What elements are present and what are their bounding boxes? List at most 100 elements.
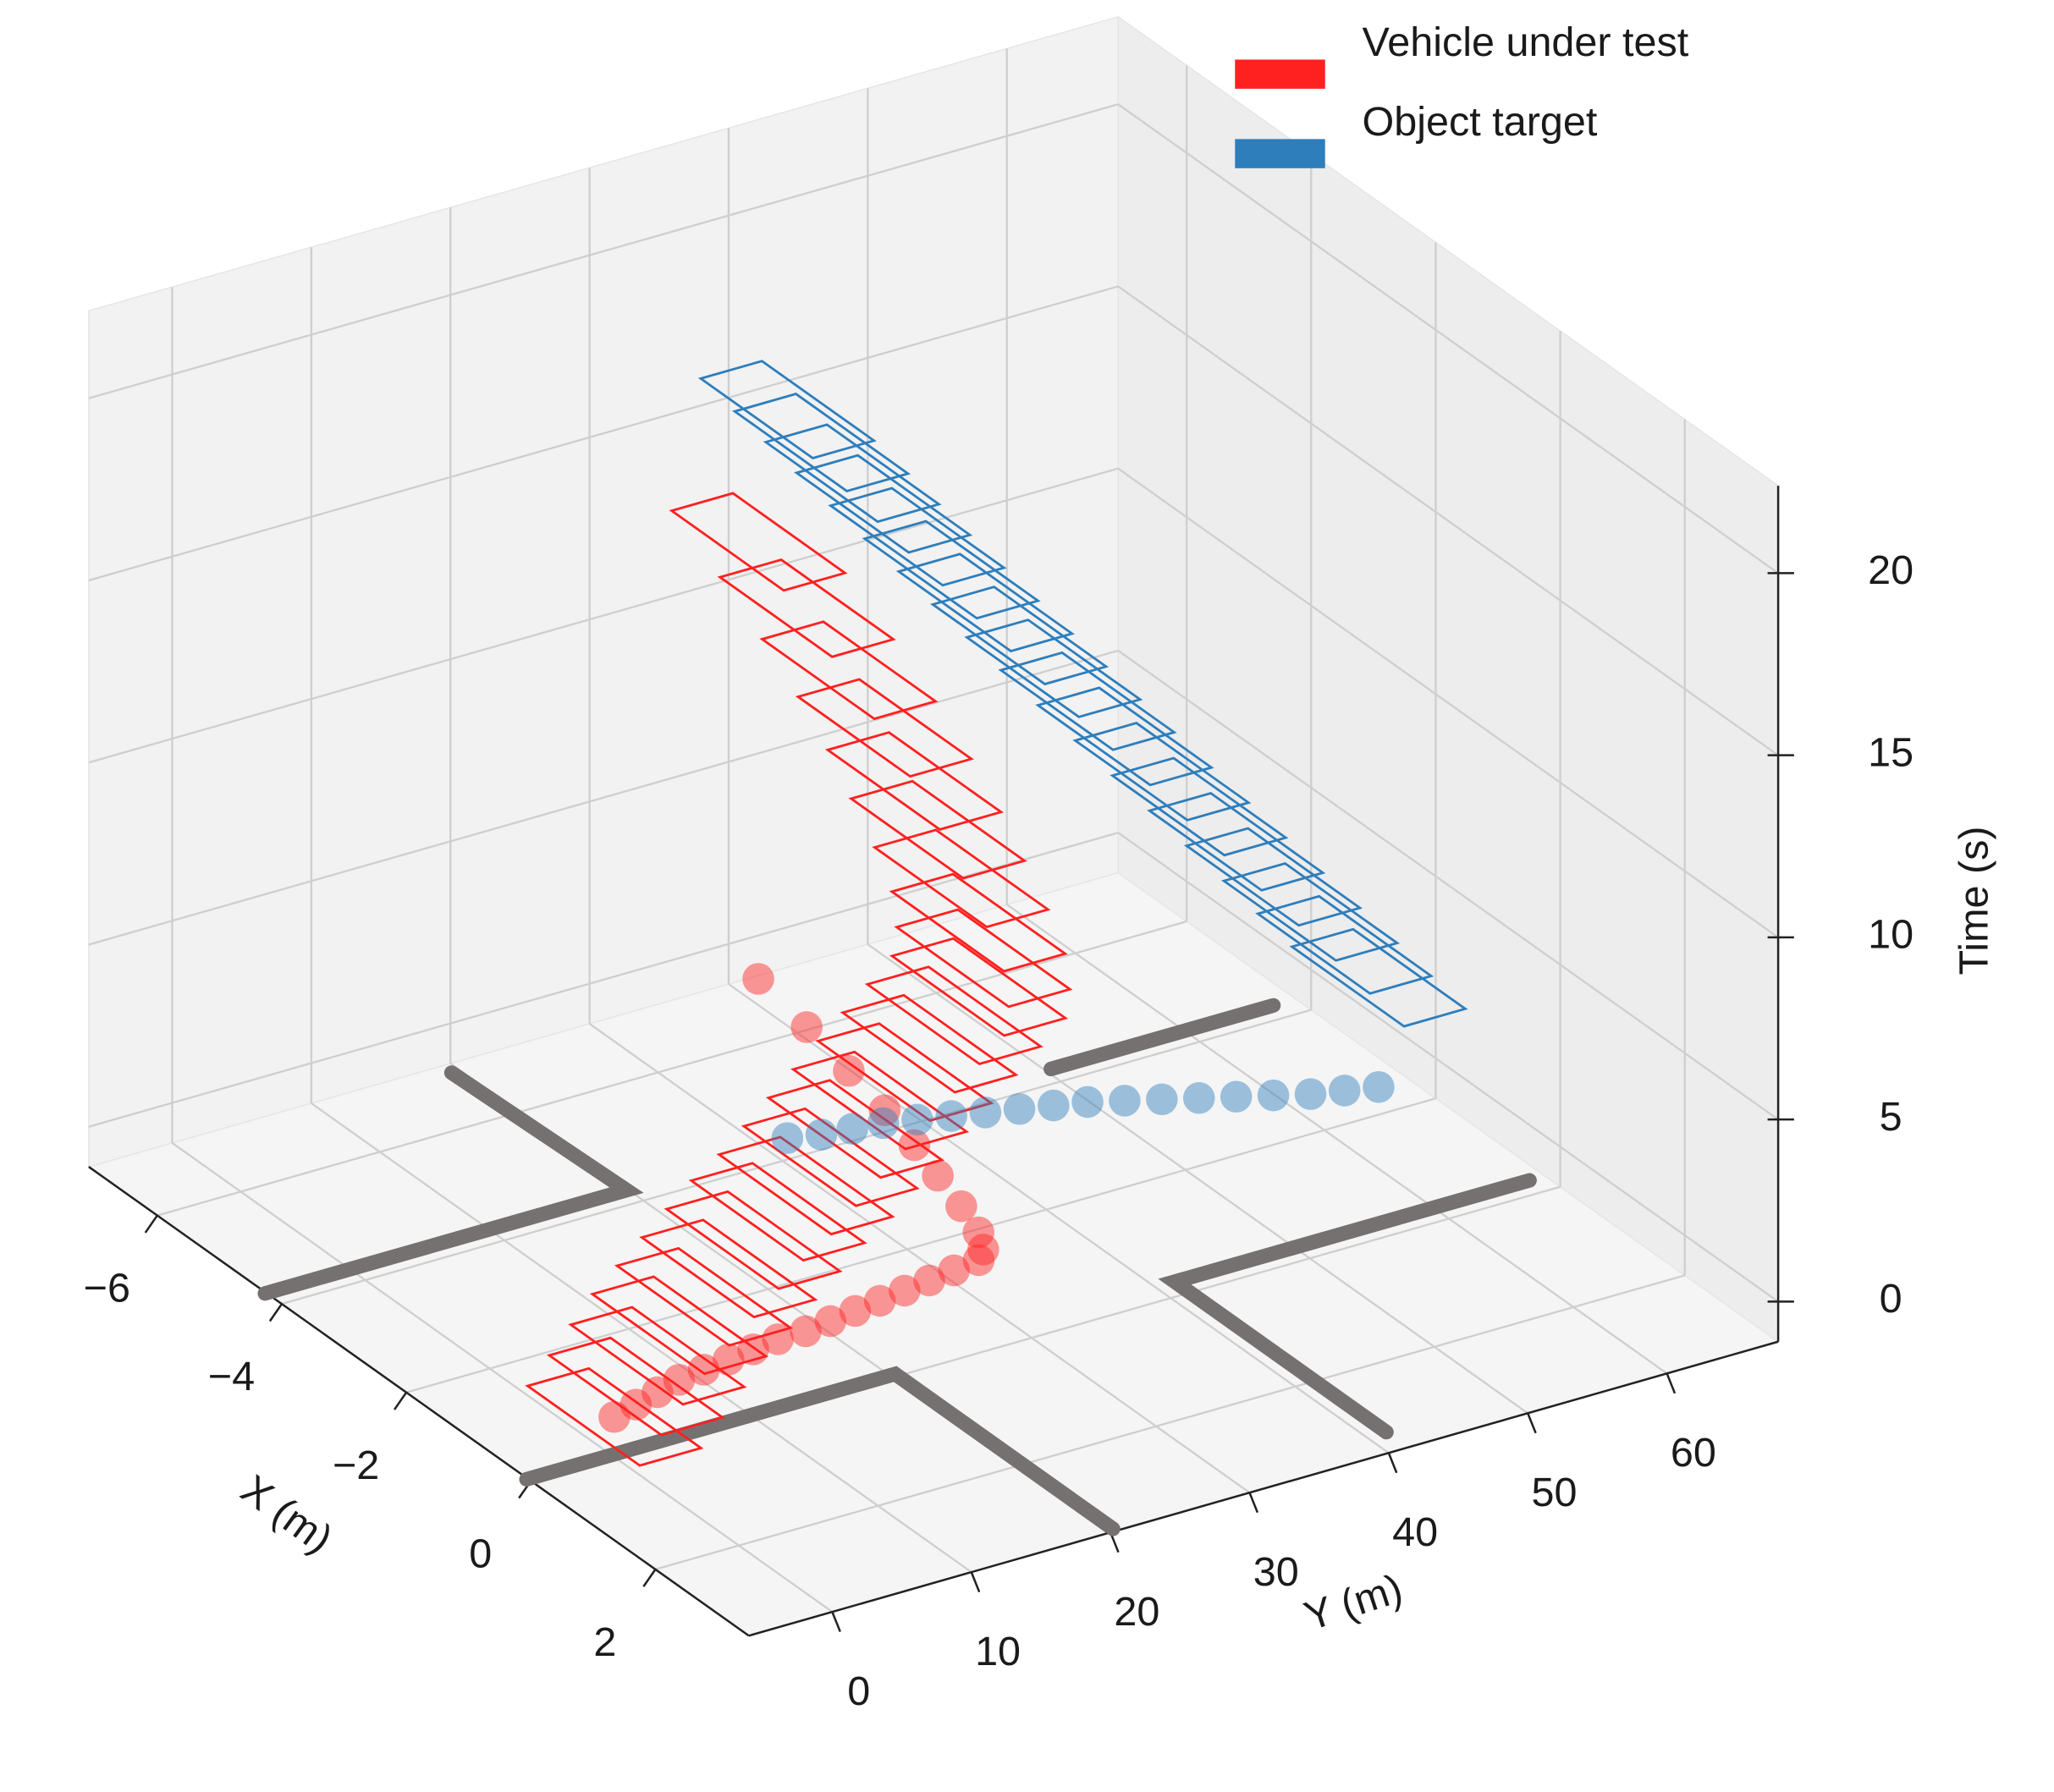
vehicle-box: [759, 620, 939, 721]
vehicle-box: [894, 908, 1073, 1009]
ground-point: [762, 1323, 794, 1355]
grid-line: [728, 983, 1390, 1454]
legend-label: Object target: [1363, 99, 1598, 145]
ground-point: [839, 1295, 872, 1328]
vehicle-box: [697, 360, 877, 460]
grid-line: [88, 649, 1119, 946]
grid-line: [1117, 832, 1779, 1303]
ground-point: [1003, 1092, 1036, 1125]
vehicle-box: [929, 585, 1110, 686]
vehicle-box: [794, 453, 973, 554]
ground-point: [868, 1094, 901, 1127]
vehicle-box: [1147, 791, 1326, 892]
vehicle-box: [1255, 894, 1434, 995]
vehicle-box: [889, 872, 1068, 973]
ground-point: [1328, 1075, 1361, 1107]
grid-line: [88, 285, 1119, 582]
x-tick: [144, 1214, 158, 1234]
y-tick: [1248, 1492, 1259, 1514]
x-tick-label: −2: [333, 1443, 379, 1488]
ground-point: [713, 1344, 745, 1376]
ground-point: [790, 1011, 823, 1043]
ground-point: [962, 1244, 995, 1277]
grid-line: [1117, 103, 1779, 574]
vehicle-box: [741, 1107, 920, 1207]
vehicle-box: [815, 1022, 994, 1123]
ground-point: [935, 1100, 967, 1132]
axis-line: [748, 1340, 1779, 1637]
ground-point: [1363, 1070, 1395, 1103]
vehicle-box: [568, 1306, 747, 1406]
grid-line: [171, 1141, 834, 1613]
ground-point: [1071, 1086, 1104, 1119]
vehicle-box: [862, 519, 1041, 620]
vehicle-box: [763, 423, 942, 524]
y-tick-label: 20: [1114, 1589, 1159, 1635]
y-tick-label: 10: [975, 1629, 1021, 1674]
grid-line: [157, 920, 1187, 1217]
legend-swatch: [1235, 59, 1325, 89]
x-tick-label: −4: [208, 1354, 255, 1399]
grid-line: [867, 943, 1528, 1415]
y-tick: [1666, 1372, 1677, 1394]
x-tick: [393, 1392, 408, 1410]
x-tick-label: 2: [593, 1619, 616, 1665]
road-line: [1044, 998, 1281, 1077]
ground-point: [913, 1264, 945, 1297]
ground-point: [742, 963, 774, 995]
y-tick: [1527, 1412, 1537, 1434]
road-line: [519, 1366, 1121, 1536]
x-tick: [268, 1303, 283, 1322]
ground-point: [663, 1364, 696, 1396]
ground-point: [962, 1216, 994, 1249]
grid-line: [1117, 649, 1779, 1121]
ground-point: [1182, 1081, 1215, 1114]
ground-point: [836, 1113, 868, 1145]
vehicle-box: [889, 937, 1069, 1037]
ground-point: [790, 1315, 822, 1348]
ground-point: [863, 1284, 896, 1317]
vehicle-box: [795, 678, 974, 778]
grid-line: [311, 1102, 972, 1574]
vehicle-box: [525, 1366, 704, 1467]
y-tick-label: 50: [1532, 1470, 1578, 1515]
x-tick-label: −6: [84, 1266, 130, 1311]
ground-point: [771, 1122, 804, 1154]
y-tick-label: 30: [1253, 1549, 1299, 1595]
grid-line: [588, 1023, 1251, 1494]
road-line: [1158, 1173, 1537, 1440]
z-tick-label: 20: [1868, 547, 1914, 593]
y-tick-label: 0: [847, 1668, 870, 1714]
vehicle-box: [895, 552, 1075, 653]
z-axis-label: Time (s): [1952, 826, 1997, 975]
vehicle-box: [717, 558, 896, 658]
ground-point: [833, 1054, 865, 1087]
vehicle-box: [731, 393, 911, 492]
ground-point: [901, 1103, 933, 1136]
legend-swatch: [1235, 139, 1325, 168]
vehicle-box: [1110, 756, 1289, 857]
vehicle-box: [864, 965, 1044, 1066]
ground-point: [598, 1400, 631, 1433]
grid-line: [1006, 904, 1668, 1375]
ground-point: [1146, 1083, 1178, 1116]
vehicle-box: [688, 1162, 867, 1262]
vehicle-box: [790, 1050, 970, 1151]
ground-point: [642, 1376, 674, 1409]
vehicle-box: [848, 779, 1027, 880]
ground-point: [805, 1119, 838, 1151]
ground-point: [867, 1107, 900, 1140]
grid-line: [405, 1097, 1436, 1393]
ground-point: [1257, 1079, 1290, 1112]
vehicle-box: [1220, 861, 1401, 962]
ground-point: [969, 1097, 1002, 1129]
ground-point: [687, 1354, 720, 1386]
vehicle-box: [614, 1246, 794, 1347]
vehicle-box: [664, 1190, 843, 1290]
grid-line: [281, 1009, 1312, 1306]
ground-point: [945, 1190, 977, 1223]
ground-point: [967, 1234, 999, 1266]
grid-line: [88, 832, 1119, 1128]
vehicle-box: [1035, 686, 1214, 787]
